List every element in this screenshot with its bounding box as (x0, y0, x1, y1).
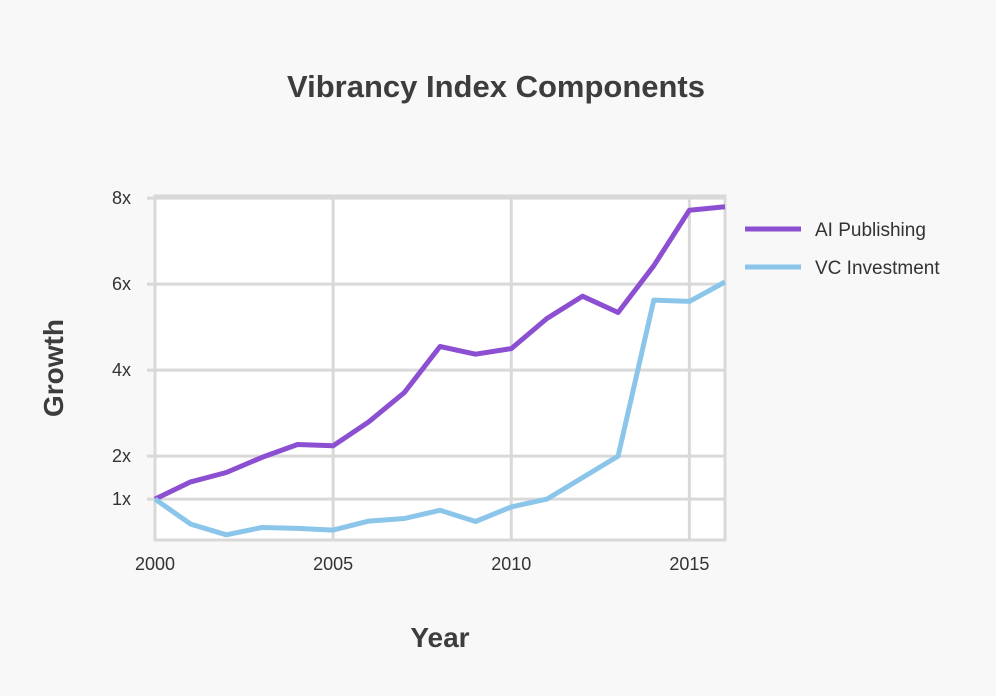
x-axis-title: Year (410, 622, 469, 653)
grid-lines (147, 196, 725, 540)
x-tick-label: 2015 (669, 554, 709, 574)
series-line-ai-publishing (153, 204, 726, 502)
chart-title: Vibrancy Index Components (287, 69, 705, 104)
plot-area (153, 194, 727, 542)
series-lines (153, 204, 727, 538)
y-tick-label: 8x (112, 188, 131, 208)
legend: AI Publishing VC Investment (745, 220, 940, 279)
tick-labels: 2000 2005 2010 2015 1x 2x 4x 6x 8x (112, 188, 709, 574)
y-tick-label: 6x (112, 274, 131, 294)
y-tick-label: 2x (112, 446, 131, 466)
x-tick-label: 2000 (135, 554, 175, 574)
y-tick-label: 4x (112, 360, 131, 380)
x-tick-label: 2005 (313, 554, 353, 574)
y-tick-label: 1x (112, 489, 131, 509)
series-line-vc-investment (153, 279, 727, 538)
x-tick-label: 2010 (491, 554, 531, 574)
y-axis-title: Growth (38, 319, 69, 417)
legend-label-vc-investment: VC Investment (815, 258, 940, 279)
legend-label-ai-publishing: AI Publishing (815, 220, 926, 241)
